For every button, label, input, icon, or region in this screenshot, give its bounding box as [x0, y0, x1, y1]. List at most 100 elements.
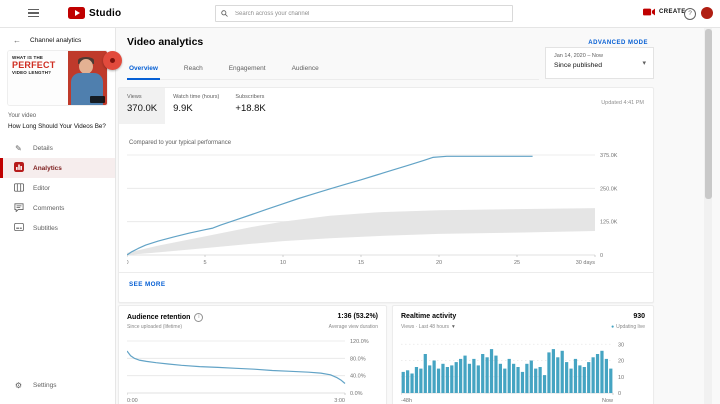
metric-chip-watch-time[interactable]: Watch time (hours) 9.9K — [173, 94, 220, 114]
svg-text:15: 15 — [358, 260, 364, 266]
scrollbar-thumb[interactable] — [704, 29, 712, 199]
advanced-mode-link[interactable]: ADVANCED MODE — [588, 40, 648, 46]
svg-text:25: 25 — [514, 260, 520, 266]
tab-overview[interactable]: Overview — [127, 62, 160, 80]
svg-text:-48h: -48h — [401, 398, 412, 402]
create-button-label: CREATE — [659, 9, 686, 15]
tab-reach[interactable]: Reach — [183, 65, 203, 72]
svg-text:30: 30 — [618, 342, 624, 348]
youtube-logo-icon — [68, 7, 85, 19]
svg-text:3:00: 3:00 — [334, 398, 345, 402]
retention-subtitle-right: Average view duration — [328, 324, 378, 330]
search-input[interactable] — [233, 9, 507, 18]
back-arrow-icon: ← — [13, 35, 21, 45]
svg-text:120.0%: 120.0% — [350, 339, 369, 345]
svg-text:0:00: 0:00 — [127, 398, 138, 402]
audience-retention-card: Audience retention i 1:36 (53.2%) Since … — [118, 305, 387, 404]
views-line-chart: 375.0K 250.0K 125.0K 0 0 5 10 15 20 25 30 days — [127, 153, 618, 266]
video-section-label: Your video — [8, 113, 37, 119]
hamburger-menu-icon[interactable] — [28, 9, 39, 18]
svg-text:0: 0 — [600, 253, 603, 259]
svg-text:10: 10 — [618, 375, 624, 381]
search-box[interactable] — [215, 5, 513, 22]
updating-live-indicator: ● Updating live — [611, 324, 645, 330]
tab-engagement[interactable]: Engagement — [228, 65, 266, 72]
duration-badge — [90, 96, 105, 103]
help-button[interactable]: ? — [684, 8, 696, 20]
svg-text:5: 5 — [203, 260, 206, 266]
analytics-icon — [13, 162, 24, 174]
live-dot-icon: ● — [611, 324, 615, 330]
comments-icon — [13, 202, 24, 214]
svg-text:0: 0 — [127, 260, 129, 266]
realtime-activity-card: Realtime activity 930 Views · Last 48 ho… — [392, 305, 654, 404]
video-title: How Long Should Your Videos Be? — [8, 123, 106, 130]
updated-timestamp: Updated 4:41 PM — [601, 100, 644, 106]
person-head — [78, 59, 93, 74]
thumbnail-line2: PERFECT — [12, 60, 56, 70]
retention-line-chart: 120.0% 80.0% 40.0% 0.0% 0:00 3:00 — [127, 339, 369, 402]
gear-icon: ⚙ — [14, 380, 23, 390]
pencil-icon: ✎ — [15, 143, 22, 153]
overview-card: Views 370.0K Watch time (hours) 9.9K Sub… — [118, 87, 654, 303]
sidebar-item-analytics[interactable]: Analytics — [0, 158, 115, 178]
click-indicator — [103, 51, 122, 70]
youtube-studio-logo[interactable]: Studio — [68, 7, 121, 19]
analytics-tabs: Overview Reach Engagement Audience — [127, 62, 539, 80]
realtime-bar-chart: 30 20 10 0 -48h Now — [401, 342, 624, 402]
sidebar: ← Channel analytics WHAT IS THE PERFECT … — [0, 27, 116, 404]
date-range-selector[interactable]: Jan 14, 2020 – Now Since published ▾ — [545, 47, 654, 79]
date-range-text: Jan 14, 2020 – Now — [554, 53, 603, 59]
sidebar-item-settings[interactable]: ⚙ Settings — [14, 380, 57, 390]
svg-text:375.0K: 375.0K — [600, 153, 618, 159]
svg-text:40.0%: 40.0% — [350, 374, 366, 380]
sidebar-item-details[interactable]: ✎ Details — [0, 138, 115, 158]
scrollbar-track — [704, 27, 712, 404]
brand-name: Studio — [89, 7, 122, 19]
editor-icon — [13, 182, 24, 194]
create-button[interactable]: CREATE — [643, 8, 686, 16]
see-more-link[interactable]: SEE MORE — [129, 281, 166, 288]
realtime-title: Realtime activity — [401, 313, 457, 320]
svg-text:20: 20 — [618, 359, 624, 365]
chevron-down-icon: ▾ — [452, 324, 455, 330]
metric-chip-subscribers[interactable]: Subscribers +18.8K — [235, 94, 266, 114]
svg-text:20: 20 — [436, 260, 442, 266]
thumbnail-line3: VIDEO LENGTH? — [12, 70, 52, 75]
see-more-row: SEE MORE — [119, 272, 653, 291]
sidebar-item-editor[interactable]: Editor — [0, 178, 115, 198]
metric-chips: Views 370.0K Watch time (hours) 9.9K Sub… — [119, 88, 274, 124]
sidebar-item-comments[interactable]: Comments — [0, 198, 115, 218]
svg-text:0.0%: 0.0% — [350, 391, 363, 397]
svg-text:0: 0 — [618, 391, 621, 397]
back-to-channel-analytics[interactable]: ← Channel analytics — [0, 33, 115, 47]
thumbnail-text-panel: WHAT IS THE PERFECT VIDEO LENGTH? — [8, 51, 68, 105]
retention-value: 1:36 (53.2%) — [337, 313, 378, 320]
create-video-icon — [643, 8, 655, 16]
chevron-down-icon: ▾ — [642, 60, 646, 67]
svg-text:80.0%: 80.0% — [350, 356, 366, 362]
play-icon — [74, 10, 80, 16]
back-label: Channel analytics — [30, 36, 82, 44]
metric-chip-views[interactable]: Views 370.0K — [119, 88, 166, 124]
user-avatar[interactable] — [701, 7, 713, 19]
retention-title: Audience retention i — [127, 313, 204, 322]
compare-note: Compared to your typical performance — [129, 140, 232, 146]
svg-text:125.0K: 125.0K — [600, 220, 618, 226]
top-bar: Studio CREATE ? — [0, 0, 720, 28]
realtime-value: 930 — [633, 313, 645, 320]
sidebar-item-subtitles[interactable]: Subtitles — [0, 218, 115, 238]
date-mode-text: Since published — [554, 62, 602, 69]
retention-subtitle-left: Since uploaded (lifetime) — [127, 324, 183, 330]
sidebar-nav: ✎ Details Analytics Editor Comments — [0, 138, 115, 238]
info-icon[interactable]: i — [194, 313, 204, 322]
svg-text:250.0K: 250.0K — [600, 186, 618, 192]
page-title: Video analytics — [127, 36, 204, 48]
tab-audience[interactable]: Audience — [291, 65, 319, 72]
realtime-views-filter[interactable]: Views · Last 48 hours ▾ — [401, 324, 455, 330]
thumbnail-line1: WHAT IS THE — [12, 55, 44, 60]
svg-text:Now: Now — [602, 398, 613, 402]
video-thumbnail[interactable]: WHAT IS THE PERFECT VIDEO LENGTH? — [8, 51, 107, 105]
svg-text:10: 10 — [280, 260, 286, 266]
